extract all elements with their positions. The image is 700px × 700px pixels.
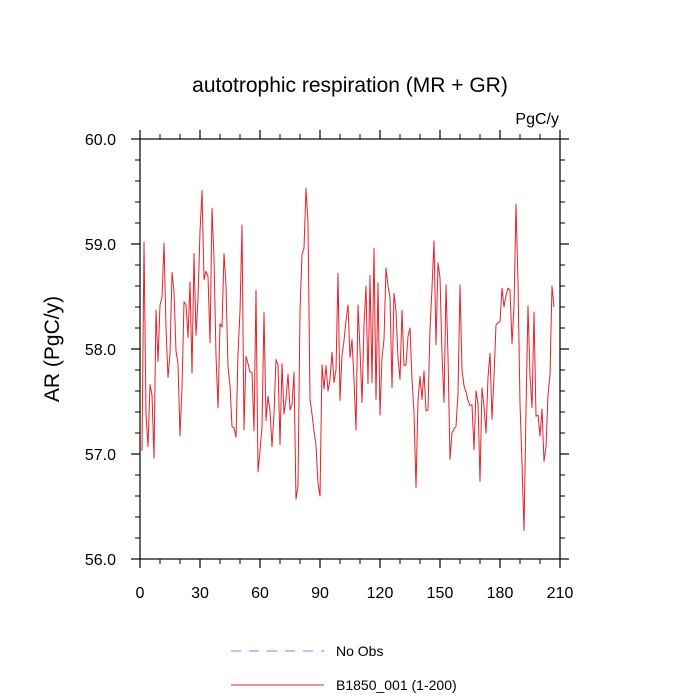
x-tick-label: 0: [136, 585, 145, 602]
y-tick-label: 58.0: [85, 342, 116, 359]
axis-tick-labels: 0 30 60 90 120 150 180 210 56.0 57.0 58.0 59.0 60.0: [85, 132, 574, 602]
x-tick-label: 60: [251, 585, 269, 602]
series-layer: [141, 187, 555, 532]
x-tick-label: 120: [367, 585, 394, 602]
x-tick-label: 90: [311, 585, 329, 602]
y-tick-label: 59.0: [85, 237, 116, 254]
series-line-1: [141, 187, 555, 532]
x-tick-label: 150: [427, 585, 454, 602]
axis-ticks: [131, 130, 569, 568]
plot-frame: [139, 138, 561, 560]
y-tick-label: 60.0: [85, 132, 116, 149]
x-tick-label: 30: [191, 585, 209, 602]
x-tick-label: 210: [547, 585, 574, 602]
legend: No Obs B1850_001 (1-200): [231, 643, 457, 693]
units-label: PgC/y: [515, 111, 559, 128]
legend-label-1: B1850_001 (1-200): [336, 677, 457, 693]
y-tick-label: 57.0: [85, 447, 116, 464]
legend-label-0: No Obs: [336, 643, 383, 659]
y-axis-label: AR (PgC/y): [41, 296, 64, 402]
y-tick-label: 56.0: [85, 552, 116, 569]
x-tick-label: 180: [487, 585, 514, 602]
chart-title: autotrophic respiration (MR + GR): [192, 74, 508, 97]
